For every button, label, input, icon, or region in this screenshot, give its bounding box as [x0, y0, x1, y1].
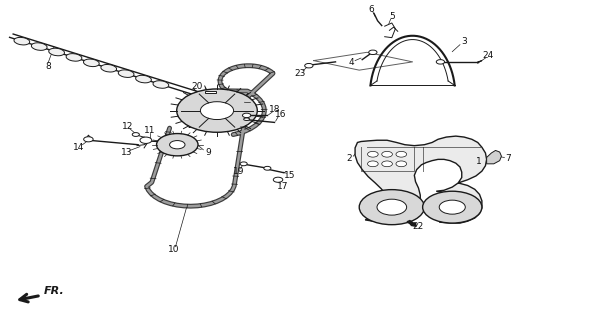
Circle shape: [240, 162, 247, 166]
Circle shape: [305, 63, 313, 68]
Text: 23: 23: [294, 69, 306, 78]
Text: 3: 3: [462, 37, 467, 46]
Text: 8: 8: [45, 61, 51, 70]
Circle shape: [396, 151, 407, 157]
Ellipse shape: [153, 81, 169, 88]
Text: 1: 1: [475, 157, 481, 166]
Circle shape: [273, 177, 283, 182]
Text: 16: 16: [274, 110, 286, 119]
Text: 6: 6: [368, 5, 374, 14]
Polygon shape: [355, 136, 486, 223]
Circle shape: [369, 50, 377, 54]
Ellipse shape: [14, 37, 30, 45]
Circle shape: [368, 161, 378, 167]
Text: 17: 17: [277, 182, 289, 191]
Text: 9: 9: [206, 148, 211, 156]
Text: 4: 4: [349, 58, 355, 67]
Ellipse shape: [84, 59, 99, 67]
Circle shape: [359, 190, 424, 225]
Circle shape: [176, 89, 257, 132]
Circle shape: [242, 113, 251, 118]
Text: 13: 13: [121, 148, 132, 157]
Text: 19: 19: [233, 167, 245, 176]
Text: 18: 18: [268, 105, 280, 114]
Circle shape: [140, 137, 152, 143]
Circle shape: [132, 132, 140, 136]
Text: 20: 20: [192, 82, 203, 91]
Text: 24: 24: [482, 51, 494, 60]
Ellipse shape: [118, 70, 134, 77]
Circle shape: [377, 199, 407, 215]
Ellipse shape: [101, 64, 116, 72]
Text: 10: 10: [168, 245, 179, 254]
Text: 5: 5: [389, 12, 394, 21]
Text: 2: 2: [346, 154, 352, 163]
Ellipse shape: [135, 75, 151, 83]
Text: 14: 14: [73, 143, 84, 152]
Circle shape: [396, 161, 407, 167]
Text: FR.: FR.: [43, 286, 64, 296]
Circle shape: [170, 140, 185, 149]
Text: 22: 22: [412, 222, 424, 231]
Circle shape: [84, 137, 93, 142]
Circle shape: [382, 151, 393, 157]
Circle shape: [436, 60, 444, 64]
Polygon shape: [486, 150, 501, 164]
Circle shape: [200, 102, 233, 120]
Circle shape: [439, 200, 465, 214]
Circle shape: [423, 191, 482, 223]
Ellipse shape: [66, 54, 82, 61]
Ellipse shape: [49, 48, 65, 56]
Circle shape: [157, 133, 198, 156]
FancyArrow shape: [407, 220, 416, 226]
Ellipse shape: [244, 118, 249, 121]
Text: 12: 12: [122, 122, 134, 132]
Text: 7: 7: [505, 154, 511, 163]
Text: 11: 11: [144, 126, 156, 135]
Text: 15: 15: [284, 172, 296, 180]
Text: 21: 21: [188, 121, 199, 130]
Circle shape: [264, 166, 271, 170]
Ellipse shape: [31, 43, 47, 50]
Circle shape: [368, 151, 378, 157]
Circle shape: [382, 161, 393, 167]
Bar: [205, 91, 216, 93]
